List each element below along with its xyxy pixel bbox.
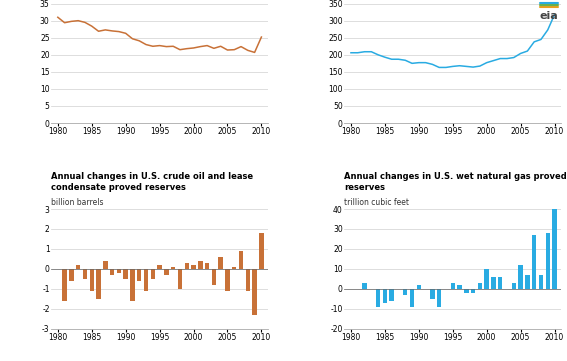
- Bar: [430, 289, 434, 299]
- Bar: [158, 265, 162, 269]
- Bar: [137, 269, 141, 281]
- Bar: [62, 269, 67, 301]
- Bar: [498, 277, 502, 289]
- Bar: [376, 289, 380, 306]
- Text: Annual changes in U.S. crude oil and lease
condensate proved reserves: Annual changes in U.S. crude oil and lea…: [51, 171, 253, 192]
- Text: billion barrels: billion barrels: [51, 198, 104, 206]
- Bar: [246, 269, 250, 291]
- Bar: [464, 289, 468, 293]
- Bar: [103, 261, 108, 269]
- Bar: [117, 269, 121, 273]
- Bar: [96, 269, 101, 299]
- Bar: [410, 289, 414, 306]
- Bar: [178, 269, 182, 289]
- Bar: [130, 269, 135, 301]
- Bar: [403, 289, 408, 295]
- Bar: [164, 269, 168, 275]
- Bar: [511, 283, 516, 289]
- Bar: [110, 269, 115, 275]
- Text: billion barrels: billion barrels: [51, 0, 104, 1]
- Bar: [362, 283, 367, 289]
- Bar: [390, 289, 394, 301]
- Bar: [76, 265, 81, 269]
- Bar: [383, 289, 387, 303]
- Text: eia: eia: [540, 11, 558, 21]
- Bar: [545, 233, 550, 289]
- Bar: [239, 251, 243, 269]
- Bar: [417, 285, 421, 289]
- Bar: [171, 267, 175, 269]
- Bar: [471, 289, 475, 293]
- Bar: [518, 265, 523, 289]
- Bar: [90, 269, 94, 291]
- Bar: [191, 265, 196, 269]
- Bar: [437, 289, 441, 306]
- Text: Annual changes in U.S. wet natural gas proved
reserves: Annual changes in U.S. wet natural gas p…: [344, 171, 567, 192]
- Bar: [491, 277, 496, 289]
- Bar: [218, 257, 223, 269]
- Bar: [525, 275, 530, 289]
- Bar: [184, 263, 189, 269]
- Bar: [83, 269, 87, 279]
- Text: trillion cubic feet: trillion cubic feet: [344, 198, 409, 206]
- Bar: [552, 199, 557, 289]
- Bar: [252, 269, 257, 314]
- Bar: [484, 269, 489, 289]
- Bar: [259, 233, 264, 269]
- Bar: [198, 261, 202, 269]
- Bar: [151, 269, 155, 279]
- Bar: [124, 269, 128, 279]
- Bar: [539, 275, 543, 289]
- Bar: [477, 283, 482, 289]
- Text: trillion cubic feet: trillion cubic feet: [344, 0, 409, 1]
- Bar: [232, 267, 236, 269]
- Bar: [69, 269, 74, 281]
- Bar: [144, 269, 148, 291]
- Bar: [458, 285, 462, 289]
- Bar: [225, 269, 230, 291]
- Bar: [532, 235, 536, 289]
- Bar: [211, 269, 216, 285]
- Bar: [451, 283, 455, 289]
- Bar: [205, 263, 209, 269]
